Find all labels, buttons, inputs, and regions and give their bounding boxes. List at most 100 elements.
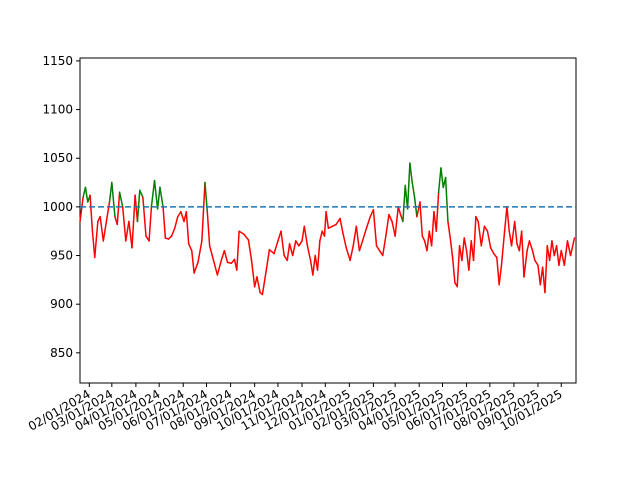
line-segment	[342, 233, 347, 249]
y-tick-label: 1000	[42, 200, 73, 214]
line-segment	[121, 206, 127, 242]
line-segment	[451, 256, 456, 284]
line-segment	[111, 181, 116, 218]
line-segment	[503, 206, 508, 232]
line-segment	[339, 217, 344, 235]
line-segment	[385, 213, 390, 237]
line-segment	[361, 227, 368, 242]
line-segment	[265, 248, 271, 271]
line-segment	[566, 240, 572, 257]
y-tick-label: 950	[50, 249, 73, 263]
line-segment	[475, 215, 479, 223]
line-segment	[216, 259, 223, 276]
line-segment	[349, 245, 354, 262]
line-segment	[534, 259, 539, 267]
line-segment	[191, 249, 195, 274]
line-segment	[426, 230, 431, 252]
line-segment	[150, 179, 156, 208]
line-segment	[105, 201, 111, 223]
line-segment	[170, 227, 176, 237]
line-segment	[489, 246, 495, 255]
line-segment	[247, 239, 253, 262]
line-segment	[472, 215, 477, 262]
line-segment	[345, 246, 351, 262]
line-segment	[440, 167, 445, 189]
line-segment	[365, 215, 372, 230]
line-segment	[555, 245, 560, 267]
line-segment	[468, 240, 472, 271]
line-segment	[456, 245, 461, 288]
line-segment	[483, 225, 489, 232]
line-segment	[212, 259, 219, 276]
y-tick-label: 1100	[42, 103, 73, 117]
line-segment	[500, 230, 506, 267]
line-segment	[286, 243, 291, 262]
line-segment	[531, 249, 536, 262]
line-segment	[162, 206, 167, 239]
line-segment	[526, 240, 531, 252]
line-segment	[153, 179, 159, 210]
y-tick-label: 1150	[42, 54, 73, 68]
line-segment	[193, 261, 199, 274]
line-segment	[437, 167, 442, 194]
line-segment	[435, 191, 440, 232]
line-segment	[93, 220, 99, 259]
line-segment	[492, 252, 498, 259]
line-segment	[84, 186, 89, 203]
line-segment	[223, 249, 229, 264]
line-segment	[325, 210, 330, 230]
line-segment	[79, 196, 84, 223]
line-segment	[319, 230, 323, 242]
line-segment	[513, 220, 518, 245]
line-segment	[303, 225, 309, 247]
line-segment	[288, 243, 294, 257]
line-segment	[444, 176, 449, 223]
line-segment	[358, 240, 364, 252]
line-segment	[306, 245, 312, 262]
line-segment	[268, 248, 275, 255]
line-segment	[295, 240, 300, 247]
y-tick-label: 900	[50, 297, 73, 311]
line-segment	[563, 240, 569, 267]
line-segment	[256, 276, 261, 294]
line-segment	[156, 186, 161, 210]
line-segment	[449, 237, 454, 259]
line-segment	[291, 240, 297, 257]
line-segment	[352, 225, 358, 247]
line-segment	[185, 210, 190, 245]
line-segment	[187, 243, 193, 252]
line-segment	[551, 240, 556, 257]
line-segment	[463, 237, 468, 252]
line-segment	[173, 215, 179, 230]
line-segment	[89, 194, 94, 232]
line-segment	[569, 237, 576, 257]
line-segment	[298, 240, 303, 247]
line-segment	[273, 240, 279, 255]
line-segment	[486, 230, 492, 249]
line-segment	[238, 230, 245, 235]
line-segment	[523, 249, 528, 278]
line-segment	[301, 225, 306, 242]
line-segment	[180, 210, 185, 223]
line-segment	[250, 259, 256, 288]
line-segment	[528, 240, 534, 252]
line-segment	[388, 213, 393, 223]
line-segment	[447, 220, 452, 239]
line-segment	[402, 184, 406, 223]
line-segment	[206, 210, 211, 247]
line-segment	[139, 189, 144, 198]
line-segment	[142, 196, 147, 237]
line-segment	[548, 240, 553, 262]
line-segment	[99, 215, 105, 242]
line-segment	[316, 240, 321, 271]
line-segment	[506, 206, 510, 232]
line-segment	[243, 233, 250, 241]
line-segment	[159, 186, 164, 208]
line-segment	[496, 256, 500, 286]
line-segment	[510, 220, 516, 247]
line-segment	[116, 191, 121, 226]
line-segment	[537, 264, 542, 286]
line-segment	[208, 245, 215, 262]
line-segment	[91, 230, 96, 259]
